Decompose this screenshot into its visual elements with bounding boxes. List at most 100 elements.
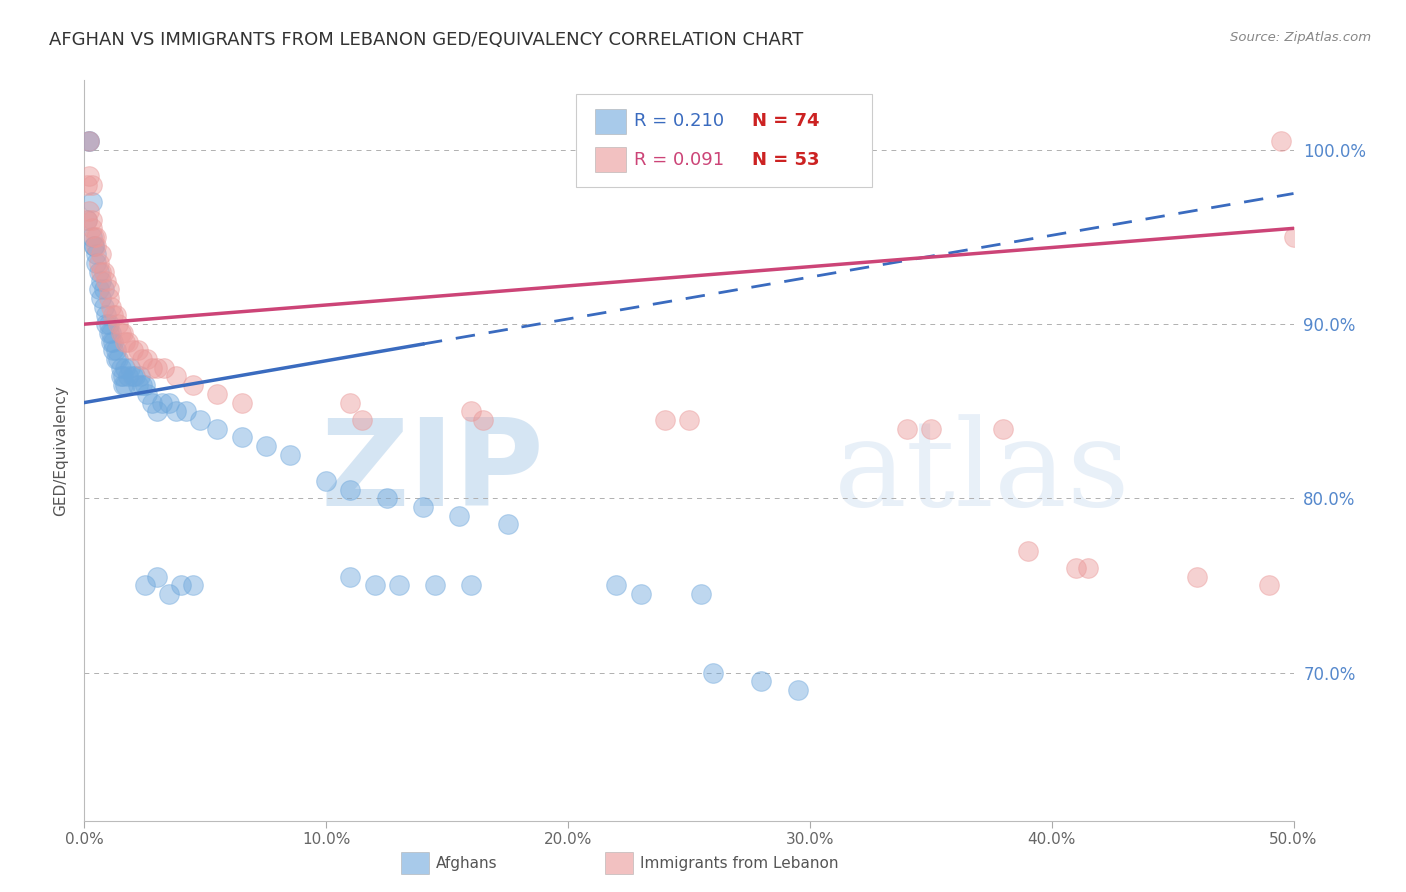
Point [80,212,103,227]
Point [363,578,385,592]
Point [134,378,156,392]
Point [94,317,117,331]
Point [170,578,193,592]
Point [315,474,337,488]
Text: ZIP: ZIP [321,414,544,531]
Point [80,221,103,235]
Point [80,195,103,210]
Point [678,413,700,427]
Point [157,395,180,409]
Point [146,360,169,375]
Point [141,360,163,375]
Point [104,343,127,358]
Point [121,343,143,358]
Point [83,239,105,253]
Point [117,334,139,349]
Point [375,491,398,506]
Point [121,369,143,384]
Point [124,369,146,384]
Text: atlas: atlas [834,414,1130,531]
Point [77,134,100,148]
Point [100,334,122,349]
Point [690,587,713,601]
Point [127,343,149,358]
Point [134,578,156,592]
Point [129,369,152,384]
Point [112,378,135,392]
Point [107,351,129,366]
Point [117,369,139,384]
Point [76,212,98,227]
Point [339,395,361,409]
Point [86,247,108,261]
Point [412,500,434,514]
Point [97,326,120,340]
Point [93,300,115,314]
Point [181,378,204,392]
Point [136,351,159,366]
Point [90,291,112,305]
Point [174,404,197,418]
Point [100,300,122,314]
Point [87,265,110,279]
Point [786,683,808,698]
Point [150,395,173,409]
Text: AFGHAN VS IMMIGRANTS FROM LEBANON GED/EQUIVALENCY CORRELATION CHART: AFGHAN VS IMMIGRANTS FROM LEBANON GED/EQ… [49,31,803,49]
Point [103,309,125,323]
Point [120,360,142,375]
Point [77,134,100,148]
Text: R = 0.091: R = 0.091 [634,151,724,169]
Point [278,448,301,462]
Point [181,578,204,592]
Point [87,256,110,270]
Point [896,422,918,436]
Point [157,587,180,601]
Point [136,387,159,401]
Point [83,230,105,244]
Point [112,369,135,384]
Y-axis label: GED/Equivalency: GED/Equivalency [53,385,69,516]
Text: R = 0.210: R = 0.210 [634,112,724,130]
Point [94,274,117,288]
Point [153,360,176,375]
Point [654,413,676,427]
Text: N = 74: N = 74 [752,112,820,130]
Point [1282,230,1305,244]
Point [112,326,135,340]
Point [131,351,153,366]
Point [80,230,103,244]
Point [97,282,120,296]
Point [423,578,446,592]
Point [90,247,112,261]
Point [751,674,773,689]
Point [110,326,132,340]
Point [920,422,942,436]
Point [207,387,229,401]
Point [207,422,229,436]
Point [1270,134,1292,148]
Point [93,265,115,279]
Point [460,578,482,592]
Point [104,351,127,366]
Point [76,178,98,192]
Point [605,578,627,592]
Point [231,430,253,444]
Point [352,413,374,427]
Point [630,587,652,601]
Point [146,404,169,418]
Point [460,404,482,418]
Point [86,230,108,244]
Point [1064,561,1087,575]
Point [90,274,112,288]
Point [993,422,1015,436]
Point [190,413,212,427]
Point [86,256,108,270]
Point [127,378,149,392]
Point [146,570,169,584]
Text: Source: ZipAtlas.com: Source: ZipAtlas.com [1230,31,1371,45]
Text: N = 53: N = 53 [752,151,820,169]
Point [472,413,495,427]
Point [103,334,125,349]
Point [254,439,277,453]
Point [339,570,361,584]
